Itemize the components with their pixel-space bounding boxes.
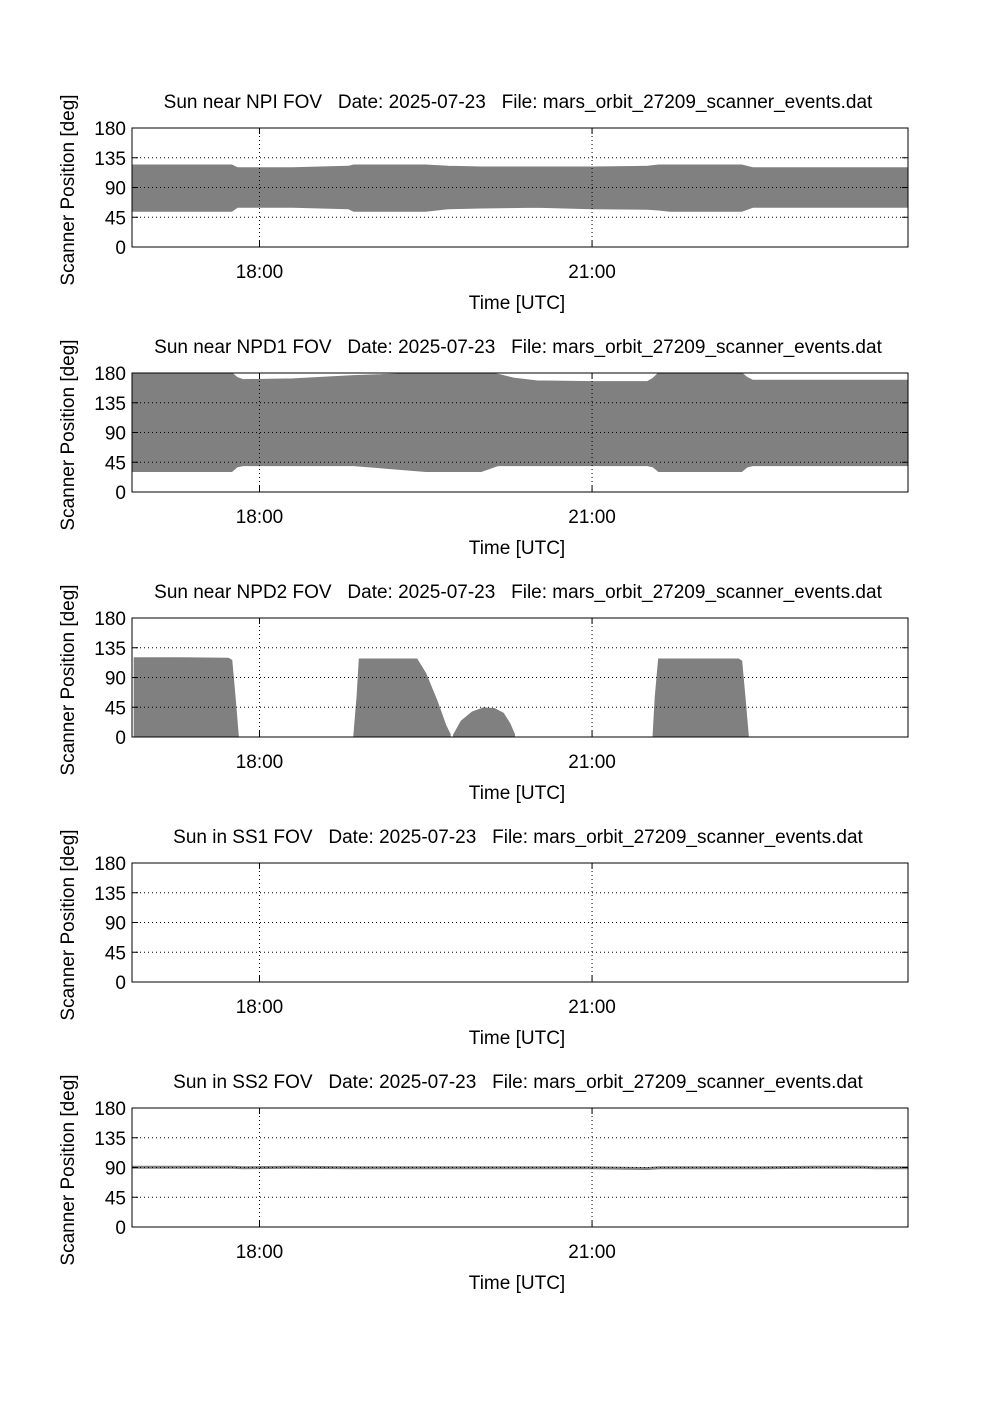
subplot-title: Sun near NPD2 FOV Date: 2025-07-23 File:… — [154, 582, 882, 603]
subplot-ss1: Sun in SS1 FOV Date: 2025-07-23 File: ma… — [58, 827, 909, 1049]
y-axis-label: Scanner Position [deg] — [58, 584, 79, 775]
x-tick-label: 21:00 — [568, 752, 616, 773]
scanner-band-3 — [652, 658, 749, 738]
y-tick-label: 45 — [105, 208, 126, 229]
subplot-title: Sun near NPI FOV Date: 2025-07-23 File: … — [164, 92, 873, 113]
y-axis-label: Scanner Position [deg] — [58, 1074, 79, 1265]
subplot-npd1: Sun near NPD1 FOV Date: 2025-07-23 File:… — [58, 337, 909, 559]
x-axis-label: Time [UTC] — [469, 1028, 565, 1049]
y-tick-label: 45 — [105, 1188, 126, 1209]
x-tick-label: 21:00 — [568, 997, 616, 1018]
subplot-npi: Sun near NPI FOV Date: 2025-07-23 File: … — [58, 92, 909, 314]
y-tick-label: 180 — [94, 119, 126, 140]
y-tick-label: 180 — [94, 364, 126, 385]
x-axis-label: Time [UTC] — [469, 538, 565, 559]
y-tick-label: 180 — [94, 1099, 126, 1120]
y-tick-label: 135 — [94, 884, 126, 905]
x-tick-label: 18:00 — [236, 507, 284, 528]
y-tick-label: 0 — [115, 973, 126, 994]
y-tick-label: 135 — [94, 149, 126, 170]
y-tick-label: 45 — [105, 943, 126, 964]
y-tick-label: 90 — [105, 914, 126, 935]
x-tick-label: 18:00 — [236, 1242, 284, 1263]
y-axis-label: Scanner Position [deg] — [58, 829, 79, 1020]
x-axis-label: Time [UTC] — [469, 293, 565, 314]
y-tick-label: 90 — [105, 669, 126, 690]
y-tick-label: 135 — [94, 1129, 126, 1150]
x-axis-label: Time [UTC] — [469, 1273, 565, 1294]
y-tick-label: 180 — [94, 854, 126, 875]
subplot-title: Sun in SS1 FOV Date: 2025-07-23 File: ma… — [173, 827, 863, 848]
y-tick-label: 180 — [94, 609, 126, 630]
subplot-title: Sun near NPD1 FOV Date: 2025-07-23 File:… — [154, 337, 882, 358]
y-tick-label: 0 — [115, 1218, 126, 1239]
x-tick-label: 21:00 — [568, 1242, 616, 1263]
y-tick-label: 90 — [105, 424, 126, 445]
x-tick-label: 18:00 — [236, 997, 284, 1018]
y-tick-label: 0 — [115, 483, 126, 504]
y-tick-label: 45 — [105, 698, 126, 719]
subplot-npd2: Sun near NPD2 FOV Date: 2025-07-23 File:… — [58, 582, 909, 804]
scanner-band-0 — [133, 657, 239, 738]
y-axis-label: Scanner Position [deg] — [58, 339, 79, 530]
x-tick-label: 18:00 — [236, 752, 284, 773]
subplot-ss2: Sun in SS2 FOV Date: 2025-07-23 File: ma… — [58, 1072, 909, 1294]
subplot-title: Sun in SS2 FOV Date: 2025-07-23 File: ma… — [173, 1072, 863, 1093]
scanner-band-0 — [131, 164, 909, 212]
x-axis-label: Time [UTC] — [469, 783, 565, 804]
y-tick-label: 90 — [105, 179, 126, 200]
x-tick-label: 18:00 — [236, 262, 284, 283]
scanner-band-0 — [131, 372, 909, 472]
y-tick-label: 135 — [94, 394, 126, 415]
y-tick-label: 135 — [94, 639, 126, 660]
x-tick-label: 21:00 — [568, 507, 616, 528]
y-tick-label: 90 — [105, 1159, 126, 1180]
y-tick-label: 0 — [115, 238, 126, 259]
y-tick-label: 0 — [115, 728, 126, 749]
y-axis-label: Scanner Position [deg] — [58, 94, 79, 285]
y-tick-label: 45 — [105, 453, 126, 474]
x-tick-label: 21:00 — [568, 262, 616, 283]
